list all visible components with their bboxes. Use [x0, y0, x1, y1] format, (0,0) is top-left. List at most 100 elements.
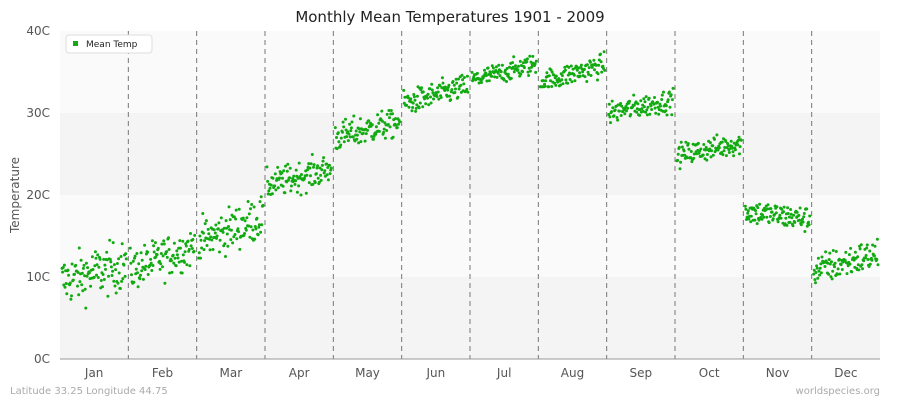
data-point [640, 107, 644, 111]
data-point [814, 271, 818, 274]
data-point [380, 109, 384, 113]
data-point [721, 153, 725, 157]
data-point [136, 285, 140, 289]
data-point [294, 168, 298, 172]
data-point [767, 221, 771, 225]
data-point [84, 306, 88, 310]
data-point [590, 65, 594, 69]
data-point [807, 223, 811, 227]
data-point [512, 55, 516, 59]
data-point [183, 260, 186, 264]
data-point [509, 76, 513, 80]
data-point [438, 84, 442, 88]
data-point [569, 64, 573, 68]
data-point [801, 217, 804, 221]
data-point [619, 114, 623, 117]
data-point [645, 108, 649, 112]
data-point [843, 258, 847, 262]
data-point [812, 272, 816, 276]
y-band [60, 113, 880, 195]
data-point [862, 259, 866, 263]
data-point [459, 83, 463, 87]
data-point [310, 153, 314, 156]
data-point [592, 58, 596, 62]
data-point [831, 249, 835, 252]
data-point [266, 192, 270, 196]
data-point [312, 163, 316, 167]
data-point [226, 244, 230, 248]
data-point [784, 216, 788, 220]
data-point [715, 133, 719, 137]
data-point [154, 255, 158, 259]
data-point [101, 285, 104, 289]
data-point [221, 230, 225, 234]
data-point [817, 269, 821, 273]
data-point [505, 67, 509, 70]
data-point [172, 261, 176, 265]
data-point [827, 272, 831, 276]
data-point [534, 59, 538, 63]
data-point [528, 54, 532, 58]
data-point [828, 262, 832, 266]
data-point [257, 225, 261, 229]
data-point [615, 116, 619, 119]
data-point [791, 224, 795, 228]
x-tick-labels: Jan Feb Mar Apr May Jun Jul Aug Sep Oct Nov Dec [84, 366, 858, 380]
data-point [617, 109, 621, 113]
data-point [753, 218, 757, 222]
data-point [186, 239, 190, 243]
data-point [608, 115, 612, 119]
data-point [723, 146, 727, 149]
data-point [461, 78, 465, 82]
data-point [189, 244, 193, 248]
data-point [792, 213, 796, 217]
data-point [180, 271, 184, 275]
data-point [531, 54, 535, 58]
data-point [352, 114, 356, 118]
data-point [372, 134, 376, 138]
data-point [289, 184, 293, 188]
data-point [487, 79, 491, 83]
data-point [139, 273, 142, 277]
data-point [391, 112, 394, 116]
data-point [659, 104, 662, 108]
data-point [201, 231, 205, 235]
data-point [273, 184, 277, 188]
data-point [161, 265, 164, 269]
data-point [567, 65, 571, 69]
data-point [105, 250, 109, 254]
data-point [377, 129, 381, 133]
data-point [211, 248, 215, 251]
data-point [423, 97, 426, 101]
data-point [650, 108, 654, 111]
data-point [336, 131, 340, 135]
legend: Mean Temp [65, 34, 153, 54]
data-point [875, 257, 879, 261]
data-point [448, 94, 451, 98]
data-point [348, 135, 352, 139]
data-point [180, 259, 184, 263]
data-point [736, 138, 740, 142]
data-point [499, 70, 503, 74]
data-point [252, 205, 256, 209]
data-point [62, 263, 66, 267]
data-point [349, 126, 353, 130]
data-point [61, 270, 65, 274]
data-point [218, 250, 221, 254]
data-point [521, 61, 525, 65]
data-point [746, 209, 750, 213]
data-point [415, 103, 419, 107]
data-point [325, 162, 329, 166]
data-point [490, 74, 494, 78]
data-point [403, 95, 407, 99]
data-point [484, 71, 488, 75]
data-point [219, 216, 223, 220]
data-point [498, 74, 502, 78]
data-point [108, 257, 112, 261]
data-point [782, 210, 785, 214]
data-point [778, 213, 782, 217]
data-point [692, 152, 696, 156]
data-point [699, 147, 703, 151]
data-point [99, 279, 103, 282]
data-point [603, 68, 607, 72]
